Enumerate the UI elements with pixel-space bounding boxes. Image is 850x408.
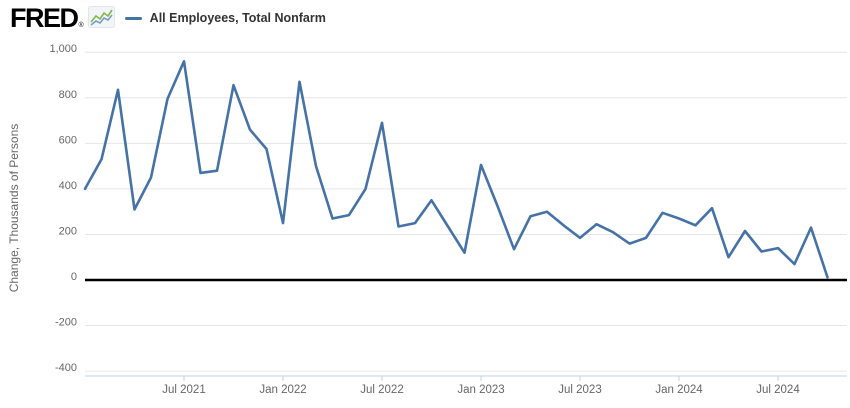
x-tick-label: Jan 2022 (259, 384, 306, 396)
fred-logo[interactable]: FRED ® (10, 3, 115, 33)
legend-label: All Employees, Total Nonfarm (149, 11, 326, 25)
y-tick-label: 400 (59, 180, 77, 192)
y-tick-label: 800 (59, 89, 77, 101)
x-tick-label: Jul 2021 (162, 384, 205, 396)
x-tick-label: Jul 2024 (756, 384, 800, 396)
x-tick-label: Jan 2023 (457, 384, 504, 396)
series-line[interactable] (83, 59, 829, 279)
y-tick-label: 200 (59, 225, 77, 237)
legend-line-swatch (124, 16, 142, 20)
y-tick-label: 0 (71, 271, 77, 283)
y-tick-label: -200 (55, 317, 77, 329)
registered-mark: ® (78, 22, 84, 29)
sparkline-icon (87, 6, 115, 28)
x-tick-label: Jan 2024 (655, 384, 703, 396)
legend-item[interactable]: All Employees, Total Nonfarm (124, 11, 326, 25)
x-tick-label: Jul 2022 (360, 384, 403, 396)
y-tick-label: 600 (59, 134, 77, 146)
fred-logo-text: FRED (10, 3, 79, 33)
y-tick-label: 1,000 (49, 43, 77, 55)
chart-header: FRED ® All Employees, Total Nonfarm (10, 3, 326, 33)
y-tick-label: -400 (55, 362, 77, 374)
x-tick-label: Jul 2023 (558, 384, 601, 396)
